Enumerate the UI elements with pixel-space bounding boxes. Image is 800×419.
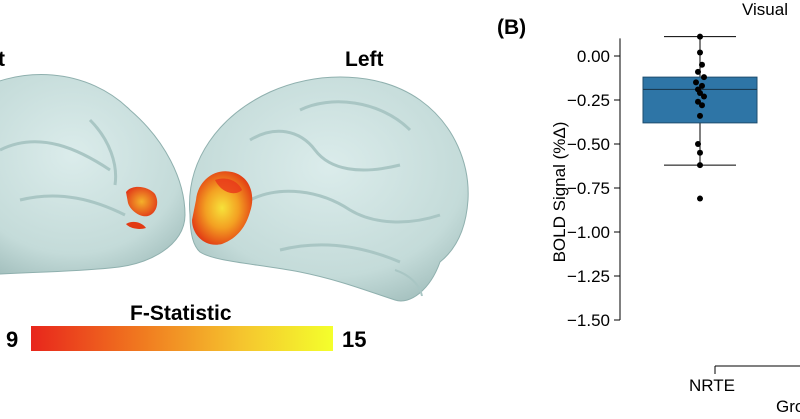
chart-title: Visual <box>742 0 788 19</box>
data-point <box>701 74 707 81</box>
data-points <box>693 33 707 202</box>
right-hemisphere-label: t <box>0 48 5 71</box>
data-point <box>697 49 703 56</box>
data-point <box>701 93 707 100</box>
right-activation-blob-small <box>126 221 146 229</box>
left-hemisphere-label: Left <box>345 48 384 71</box>
data-point <box>699 61 705 68</box>
y-tick-label: −1.25 <box>567 267 610 286</box>
data-point <box>697 162 703 169</box>
panel-b-label: (B) <box>497 16 527 39</box>
y-tick-label: −0.25 <box>567 91 610 110</box>
data-point <box>695 98 701 105</box>
data-point <box>695 141 701 147</box>
colorbar-title: F-Statistic <box>130 302 232 325</box>
right-activation-blob <box>126 186 158 217</box>
data-point <box>699 102 705 109</box>
left-hemisphere <box>189 76 469 302</box>
colorbar-max-label: 15 <box>342 327 367 352</box>
y-axis: 0.00 −0.25 −0.50 −0.75 −1.00 −1.25 −1.50 <box>567 38 621 330</box>
colorbar <box>31 326 333 351</box>
x-tick-label-nrte: NRTE <box>689 376 735 395</box>
y-tick-label: −1.00 <box>567 223 610 242</box>
data-point <box>697 89 703 96</box>
right-hemisphere <box>0 74 186 275</box>
data-point <box>697 33 703 40</box>
data-point <box>695 68 701 75</box>
x-axis <box>714 365 800 374</box>
x-axis-title: Gro <box>776 397 800 416</box>
data-point <box>697 149 703 156</box>
data-point <box>693 79 699 86</box>
data-point <box>697 195 703 202</box>
y-tick-label: −0.50 <box>567 135 610 154</box>
y-tick-label: 0.00 <box>577 47 610 66</box>
y-axis-title: BOLD Signal (%Δ) <box>550 121 569 263</box>
data-point <box>697 112 703 119</box>
y-tick-label: −0.75 <box>567 179 610 198</box>
colorbar-min-label: 9 <box>6 327 19 352</box>
data-point <box>699 82 705 89</box>
y-tick-label: −1.50 <box>567 311 610 330</box>
